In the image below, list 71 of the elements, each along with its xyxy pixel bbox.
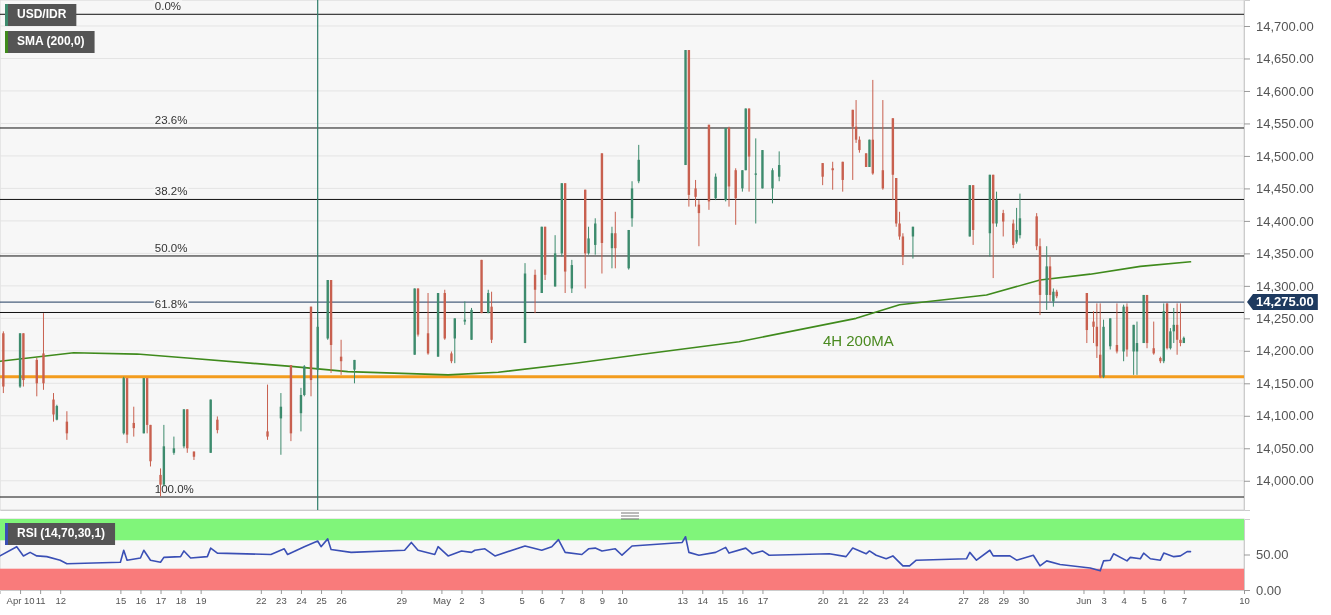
x-tick-label: 22 (256, 594, 267, 606)
y-tick-label: 14,350.00 (1256, 246, 1314, 262)
x-tick-label: 30 (1018, 594, 1030, 606)
x-tick-label: 18 (175, 594, 187, 606)
x-tick-label: 10 (1239, 594, 1250, 606)
x-tick-label: 25 (316, 594, 327, 606)
x-tick-label: 7 (559, 594, 565, 606)
x-tick-label: 26 (336, 594, 347, 606)
ref-line-label: 14,275.00 (1256, 293, 1314, 309)
x-tick-label: 22 (857, 594, 869, 606)
y-tick-label: 14,600.00 (1256, 83, 1314, 99)
y-tick-label: 14,050.00 (1256, 440, 1314, 456)
x-tick-label: 4 (1121, 594, 1127, 606)
y-tick-label: 14,700.00 (1256, 18, 1314, 34)
x-tick-label: 16 (135, 594, 147, 606)
x-tick-label: Jun (1076, 594, 1092, 606)
annotation: 50.0% (154, 241, 188, 254)
annotation: 38.2% (154, 185, 188, 198)
legend-label: USD/IDR (17, 7, 67, 22)
annotation: 4H 200MA (822, 331, 894, 349)
x-tick-label: 28 (978, 594, 989, 606)
y-tick-label: 14,150.00 (1256, 375, 1314, 391)
x-tick-label: 16 (737, 594, 749, 606)
y-tick-label: 14,400.00 (1256, 213, 1314, 229)
x-tick-label: 3 (479, 594, 485, 606)
y-tick-label: 14,650.00 (1256, 51, 1314, 67)
x-tick-label: 29 (396, 594, 408, 606)
x-tick-label: 21 (837, 594, 849, 606)
y-tick-label: 14,300.00 (1256, 278, 1314, 294)
x-tick-label: 23 (276, 594, 287, 606)
x-tick-label: 23 (878, 594, 889, 606)
y-tick-label: 50.00 (1256, 547, 1289, 563)
x-tick-label: 12 (55, 594, 66, 606)
annotation: 23.6% (154, 113, 188, 126)
y-tick-label: 14,500.00 (1256, 148, 1314, 164)
x-tick-label: 5 (519, 594, 525, 606)
y-tick-label: 14,100.00 (1256, 408, 1314, 424)
y-tick-label: 14,550.00 (1256, 116, 1314, 132)
x-tick-label: 7 (1181, 594, 1187, 606)
y-tick-label: 14,250.00 (1256, 311, 1314, 326)
x-tick-label: 2 (459, 594, 465, 606)
annotation: 61.8% (154, 298, 188, 311)
x-tick-label: 8 (579, 594, 586, 606)
x-tick-label: 24 (898, 594, 909, 606)
x-tick-label: 15 (717, 594, 729, 606)
legend-label: RSI (14,70,30,1) (17, 526, 106, 541)
y-tick-label: 14,200.00 (1256, 343, 1314, 359)
x-tick-label: Apr 10 (6, 594, 35, 606)
x-tick-label: 13 (677, 594, 688, 606)
x-tick-label: 6 (539, 594, 545, 606)
x-tick-label: May (432, 594, 452, 606)
x-tick-label: 20 (817, 594, 829, 606)
x-tick-label: 9 (599, 594, 606, 606)
x-tick-label: 17 (155, 594, 167, 606)
x-tick-label: 15 (115, 594, 127, 606)
legend-label: SMA (200,0) (17, 34, 85, 49)
x-tick-label: 10 (617, 594, 628, 606)
x-tick-label: 24 (296, 594, 307, 606)
y-tick-label: 14,450.00 (1256, 181, 1314, 197)
x-tick-label: 14 (697, 594, 709, 606)
x-tick-label: 6 (1161, 594, 1167, 606)
y-tick-label: 0.00 (1256, 582, 1282, 598)
x-tick-label: 5 (1141, 594, 1147, 606)
annotation: 0.0% (154, 0, 182, 13)
x-tick-label: 3 (1101, 594, 1107, 606)
x-tick-label: 29 (998, 594, 1010, 606)
y-tick-label: 14,000.00 (1256, 473, 1314, 489)
x-tick-label: 19 (195, 594, 207, 606)
x-tick-label: 17 (757, 594, 769, 606)
x-tick-label: 27 (958, 594, 969, 606)
x-tick-label: 11 (35, 594, 46, 606)
